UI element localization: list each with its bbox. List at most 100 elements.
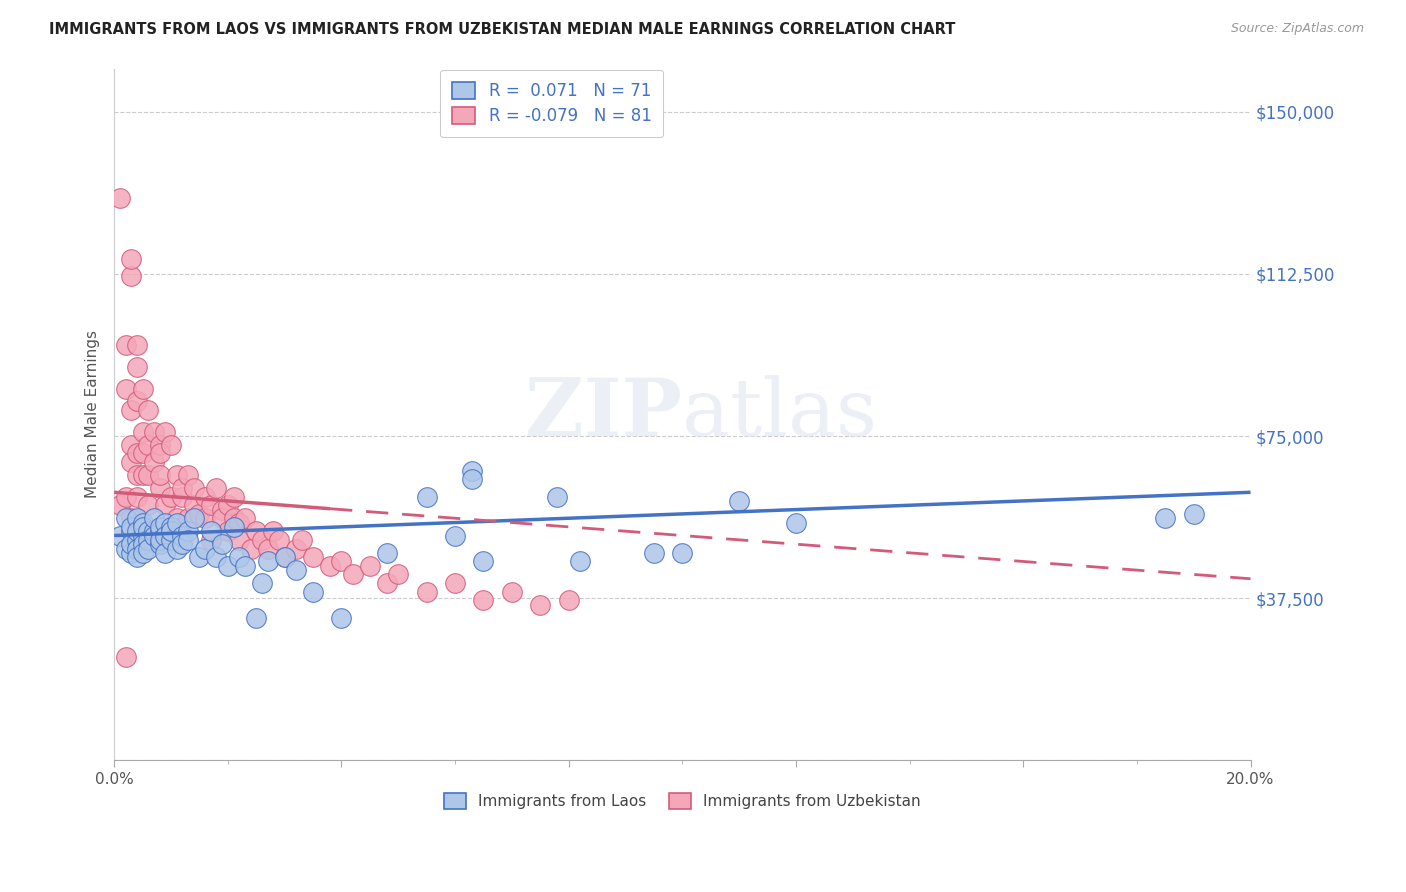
Point	[183, 511, 205, 525]
Point	[472, 554, 495, 568]
Point	[319, 558, 342, 573]
Point	[200, 498, 222, 512]
Point	[211, 537, 233, 551]
Point	[228, 550, 250, 565]
Point	[444, 576, 467, 591]
Point	[120, 520, 142, 534]
Point	[177, 533, 200, 547]
Point	[149, 524, 172, 539]
Point	[120, 438, 142, 452]
Point	[177, 524, 200, 539]
Point	[256, 541, 278, 556]
Point	[415, 584, 437, 599]
Point	[155, 516, 177, 530]
Legend: Immigrants from Laos, Immigrants from Uzbekistan: Immigrants from Laos, Immigrants from Uz…	[439, 787, 927, 815]
Point	[160, 533, 183, 547]
Point	[136, 541, 159, 556]
Point	[120, 524, 142, 539]
Point	[375, 576, 398, 591]
Point	[330, 610, 353, 624]
Point	[166, 516, 188, 530]
Point	[302, 584, 325, 599]
Point	[155, 425, 177, 439]
Point	[131, 528, 153, 542]
Point	[166, 541, 188, 556]
Point	[166, 467, 188, 482]
Point	[342, 567, 364, 582]
Point	[228, 516, 250, 530]
Text: ZIP: ZIP	[526, 376, 682, 453]
Point	[120, 537, 142, 551]
Point	[149, 537, 172, 551]
Point	[125, 490, 148, 504]
Point	[160, 524, 183, 539]
Point	[188, 507, 211, 521]
Point	[785, 516, 807, 530]
Point	[222, 511, 245, 525]
Point	[387, 567, 409, 582]
Point	[330, 554, 353, 568]
Point	[245, 610, 267, 624]
Point	[172, 481, 194, 495]
Point	[285, 563, 308, 577]
Point	[114, 541, 136, 556]
Point	[302, 550, 325, 565]
Point	[211, 502, 233, 516]
Point	[125, 394, 148, 409]
Point	[291, 533, 314, 547]
Point	[120, 269, 142, 284]
Point	[125, 511, 148, 525]
Point	[131, 520, 153, 534]
Point	[217, 558, 239, 573]
Point	[671, 546, 693, 560]
Point	[136, 524, 159, 539]
Point	[501, 584, 523, 599]
Point	[461, 464, 484, 478]
Point	[125, 338, 148, 352]
Point	[160, 438, 183, 452]
Point	[149, 467, 172, 482]
Point	[444, 528, 467, 542]
Point	[149, 481, 172, 495]
Point	[120, 455, 142, 469]
Point	[125, 359, 148, 374]
Point	[120, 403, 142, 417]
Point	[177, 511, 200, 525]
Point	[285, 541, 308, 556]
Point	[250, 576, 273, 591]
Y-axis label: Median Male Earnings: Median Male Earnings	[86, 330, 100, 499]
Point	[375, 546, 398, 560]
Point	[256, 554, 278, 568]
Point	[172, 537, 194, 551]
Point	[125, 524, 148, 539]
Point	[546, 490, 568, 504]
Point	[155, 498, 177, 512]
Point	[273, 550, 295, 565]
Point	[108, 191, 131, 205]
Point	[125, 533, 148, 547]
Point	[149, 520, 172, 534]
Point	[136, 498, 159, 512]
Point	[239, 541, 262, 556]
Text: Source: ZipAtlas.com: Source: ZipAtlas.com	[1230, 22, 1364, 36]
Point	[1154, 511, 1177, 525]
Point	[205, 550, 228, 565]
Point	[183, 481, 205, 495]
Point	[114, 490, 136, 504]
Point	[461, 472, 484, 486]
Point	[273, 550, 295, 565]
Point	[200, 524, 222, 539]
Point	[472, 593, 495, 607]
Point	[120, 546, 142, 560]
Point	[160, 490, 183, 504]
Point	[245, 524, 267, 539]
Point	[217, 498, 239, 512]
Point	[136, 533, 159, 547]
Point	[557, 593, 579, 607]
Point	[108, 528, 131, 542]
Point	[114, 649, 136, 664]
Point	[136, 403, 159, 417]
Text: atlas: atlas	[682, 376, 877, 453]
Point	[160, 520, 183, 534]
Point	[529, 598, 551, 612]
